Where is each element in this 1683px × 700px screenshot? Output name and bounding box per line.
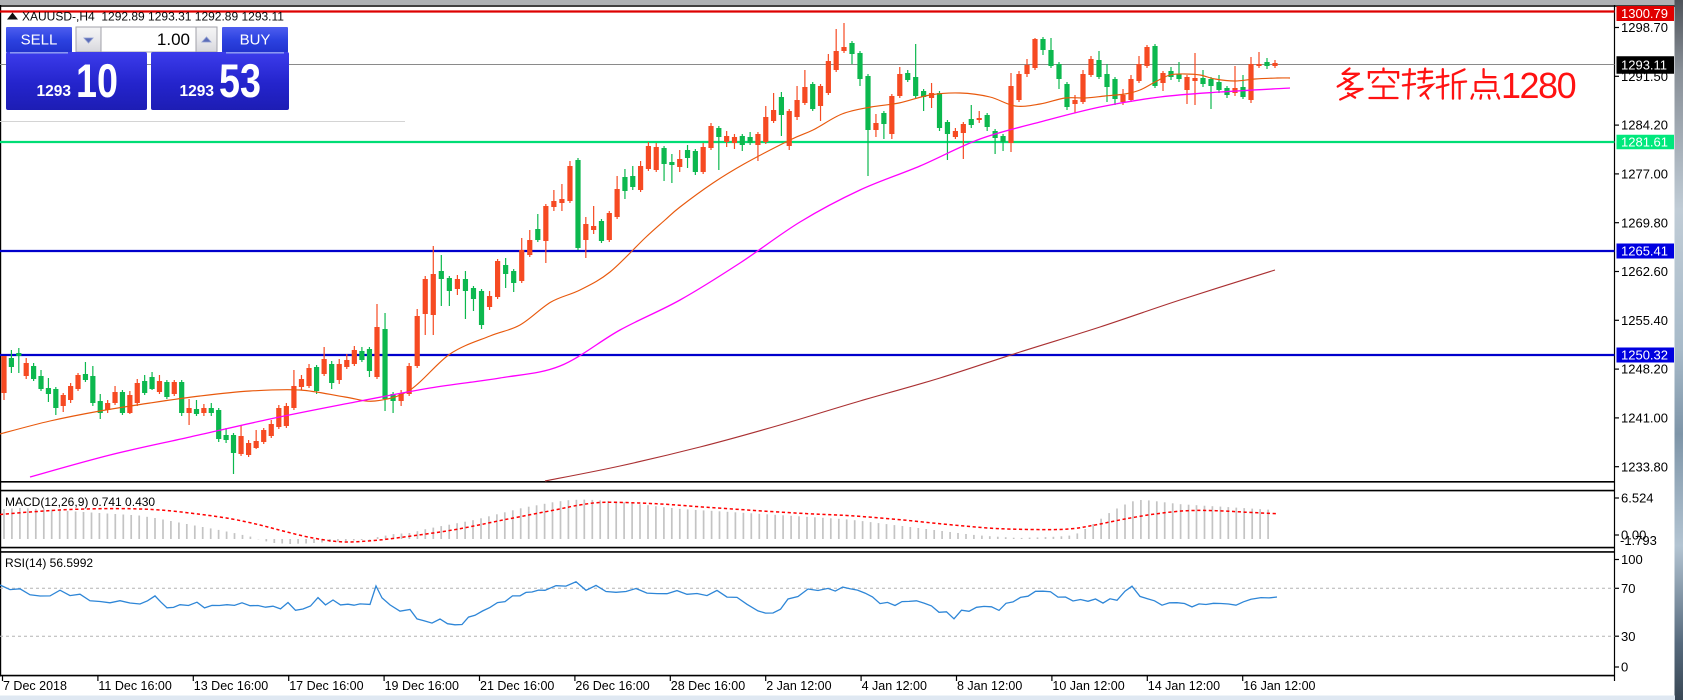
svg-text:XAUUSD-,H4 1292.89 1293.31 12: XAUUSD-,H4 1292.89 1293.31 1292.89 1293.… — [22, 10, 284, 24]
svg-text:10: 10 — [76, 54, 118, 107]
svg-text:1265.41: 1265.41 — [1621, 244, 1668, 259]
svg-text:28 Dec 16:00: 28 Dec 16:00 — [671, 679, 745, 693]
svg-text:0: 0 — [1621, 660, 1628, 675]
svg-text:RSI(14) 56.5992: RSI(14) 56.5992 — [5, 556, 93, 570]
svg-text:1269.80: 1269.80 — [1621, 215, 1668, 230]
svg-text:-1.793: -1.793 — [1620, 533, 1657, 548]
svg-text:1284.20: 1284.20 — [1621, 118, 1668, 133]
svg-text:13 Dec 16:00: 13 Dec 16:00 — [194, 679, 268, 693]
svg-text:MACD(12,26,9) 0.741 0.430: MACD(12,26,9) 0.741 0.430 — [5, 495, 155, 509]
svg-text:19 Dec 16:00: 19 Dec 16:00 — [385, 679, 459, 693]
svg-text:14 Jan 12:00: 14 Jan 12:00 — [1148, 679, 1220, 693]
svg-text:1298.70: 1298.70 — [1621, 20, 1668, 35]
svg-text:1250.32: 1250.32 — [1621, 348, 1668, 363]
svg-text:26 Dec 16:00: 26 Dec 16:00 — [575, 679, 649, 693]
svg-text:6.524: 6.524 — [1621, 491, 1654, 506]
svg-text:1262.60: 1262.60 — [1621, 264, 1668, 279]
svg-text:1300.79: 1300.79 — [1621, 6, 1668, 21]
svg-text:100: 100 — [1621, 552, 1643, 567]
svg-text:1241.00: 1241.00 — [1621, 411, 1668, 426]
svg-text:1293.11: 1293.11 — [1621, 58, 1667, 73]
svg-text:1281.61: 1281.61 — [1621, 135, 1668, 150]
svg-text:17 Dec 16:00: 17 Dec 16:00 — [289, 679, 363, 693]
svg-text:8 Jan 12:00: 8 Jan 12:00 — [957, 679, 1022, 693]
svg-text:16 Jan 12:00: 16 Jan 12:00 — [1243, 679, 1315, 693]
svg-text:1.00: 1.00 — [157, 30, 190, 49]
svg-text:1255.40: 1255.40 — [1621, 313, 1668, 328]
svg-text:7 Dec 2018: 7 Dec 2018 — [3, 679, 67, 693]
svg-text:2 Jan 12:00: 2 Jan 12:00 — [766, 679, 831, 693]
svg-text:SELL: SELL — [21, 32, 58, 49]
svg-text:11 Dec 16:00: 11 Dec 16:00 — [98, 679, 171, 693]
svg-text:1233.80: 1233.80 — [1621, 459, 1668, 474]
svg-text:1248.20: 1248.20 — [1621, 362, 1668, 377]
svg-text:1293: 1293 — [37, 83, 72, 100]
svg-text:70: 70 — [1621, 581, 1635, 596]
svg-text:4 Jan 12:00: 4 Jan 12:00 — [862, 679, 927, 693]
svg-text:21 Dec 16:00: 21 Dec 16:00 — [480, 679, 554, 693]
svg-text:1293: 1293 — [180, 83, 215, 100]
svg-text:0.00: 0.00 — [1621, 528, 1646, 543]
svg-text:10 Jan 12:00: 10 Jan 12:00 — [1052, 679, 1124, 693]
svg-text:53: 53 — [219, 54, 261, 107]
svg-text:1277.00: 1277.00 — [1621, 167, 1668, 182]
svg-text:BUY: BUY — [240, 32, 271, 49]
svg-text:1280: 1280 — [1501, 65, 1576, 106]
svg-text:30: 30 — [1621, 629, 1635, 644]
